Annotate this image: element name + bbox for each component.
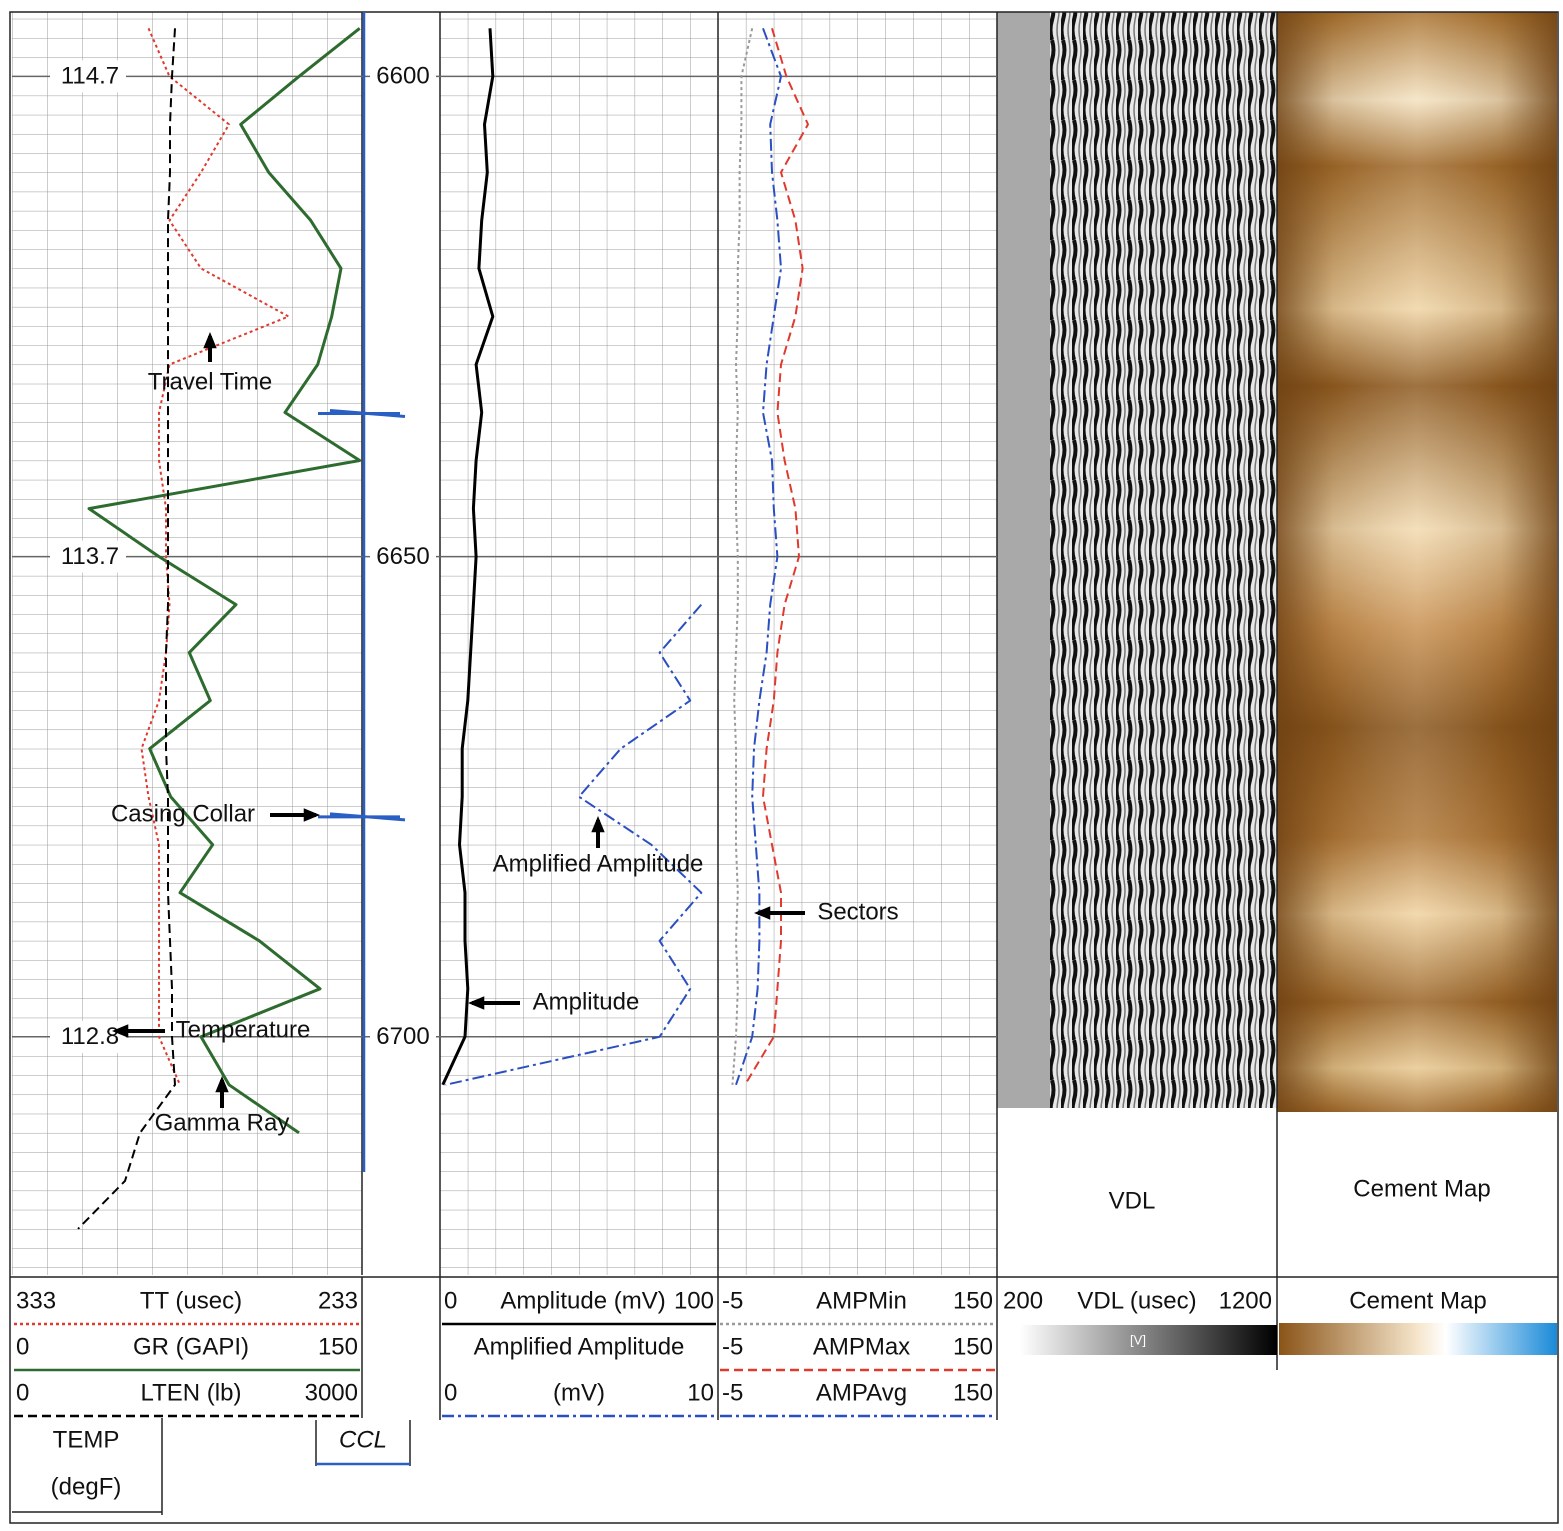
- annotation: Sectors: [817, 898, 898, 925]
- vdl-scale-label: [V]: [1130, 1332, 1146, 1347]
- log-curve: [445, 603, 703, 1086]
- log-curve: [735, 27, 782, 1086]
- legend-min: -5: [722, 1287, 743, 1314]
- grid-background: [12, 12, 997, 1275]
- legend-max: 10: [687, 1379, 714, 1406]
- legend-name: TT (usec): [140, 1287, 242, 1314]
- legend-min: -5: [722, 1333, 743, 1360]
- legend-name: GR (GAPI): [133, 1333, 249, 1360]
- annotation-arrowhead: [468, 996, 485, 1010]
- annotation: Temperature: [176, 1016, 311, 1043]
- vdl-title: VDL: [1109, 1187, 1156, 1214]
- log-curve: [140, 27, 290, 1086]
- tick-label-bg: [370, 540, 436, 573]
- legend-max: 150: [953, 1379, 993, 1406]
- annotation-arrowhead: [112, 1024, 129, 1038]
- ccl-collar: [318, 812, 406, 822]
- log-curve: [731, 28, 754, 1085]
- ccl-collar: [318, 408, 406, 418]
- vdl-name: VDL (usec): [1077, 1287, 1196, 1314]
- legend-min: 333: [16, 1287, 56, 1314]
- log-curve: [77, 28, 176, 1230]
- log-curve: [87, 27, 362, 1135]
- legend-name: AMPMax: [813, 1333, 910, 1360]
- annotation: Casing Collar: [111, 800, 255, 827]
- legend-max: 233: [318, 1287, 358, 1314]
- legend-max: 100: [674, 1287, 714, 1314]
- temp-label-bg: [50, 60, 126, 93]
- ccl-name: CCL: [339, 1426, 387, 1453]
- vdl-min: 200: [1003, 1287, 1043, 1314]
- legend-max: 3000: [305, 1379, 358, 1406]
- legend-unit: (mV): [553, 1379, 605, 1406]
- temp-unit: (degF): [51, 1473, 122, 1500]
- annotation: Amplified Amplitude: [493, 850, 704, 877]
- legend-min: 0: [444, 1287, 457, 1314]
- legend-name: Amplitude (mV): [500, 1287, 665, 1314]
- temp-label: 114.7: [61, 63, 119, 90]
- annotation-arrowhead: [303, 808, 320, 822]
- annotation: Travel Time: [148, 368, 272, 395]
- cement-map-title: Cement Map: [1353, 1175, 1490, 1202]
- cement-map-colorbar: [1279, 1323, 1557, 1355]
- frame: [9, 11, 1559, 1524]
- depth-label: 6600: [376, 63, 429, 90]
- cement-map-name: Cement Map: [1349, 1287, 1486, 1314]
- temp-label-bg: [50, 1020, 126, 1053]
- legend-min: 0: [16, 1379, 29, 1406]
- temp-name: TEMP: [53, 1426, 120, 1453]
- vdl-max: 1200: [1219, 1287, 1272, 1314]
- legend-min: 0: [444, 1379, 457, 1406]
- tick-label-bg: [370, 1020, 436, 1053]
- annotation-arrowhead: [215, 1076, 229, 1093]
- legend-name: LTEN (lb): [141, 1379, 242, 1406]
- log-curve: [744, 28, 809, 1086]
- legend-min: 0: [16, 1333, 29, 1360]
- temp-label-bg: [50, 540, 126, 573]
- temp-label: 112.8: [61, 1023, 119, 1050]
- vdl-image: [997, 12, 1277, 1108]
- legend-max: 150: [953, 1333, 993, 1360]
- annotation-arrowhead: [203, 332, 217, 349]
- depth-label: 6650: [376, 543, 429, 570]
- legend-name: Amplified Amplitude: [474, 1333, 685, 1360]
- legend-name: AMPAvg: [816, 1379, 907, 1406]
- temp-label: 113.7: [61, 543, 119, 570]
- vdl-colorbar: [1020, 1325, 1277, 1355]
- annotation-arrowhead: [754, 906, 771, 920]
- legend-min: -5: [722, 1379, 743, 1406]
- legend-max: 150: [318, 1333, 358, 1360]
- log-curve: [441, 28, 495, 1086]
- cement-map-image: [1277, 12, 1557, 1112]
- tick-label-bg: [370, 60, 436, 93]
- legend-name: AMPMin: [816, 1287, 907, 1314]
- annotation-arrowhead: [591, 816, 605, 833]
- annotation: Amplitude: [533, 988, 640, 1015]
- annotation: Gamma Ray: [155, 1109, 290, 1136]
- depth-label: 6700: [376, 1023, 429, 1050]
- legend-max: 150: [953, 1287, 993, 1314]
